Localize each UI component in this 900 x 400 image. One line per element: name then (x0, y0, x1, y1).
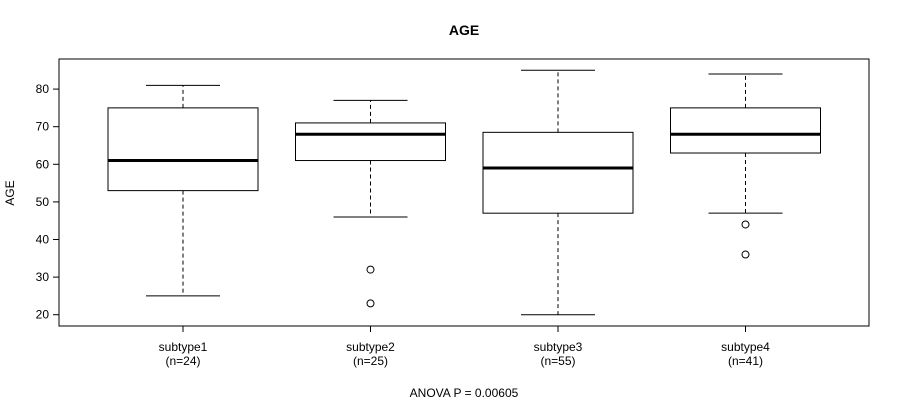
x-tick-label: subtype1 (159, 340, 208, 354)
interquartile-box (295, 122, 446, 162)
y-axis: 20 30 40 50 60 70 80 (36, 82, 59, 322)
x-tick-label: subtype4 (721, 340, 770, 354)
plot-area (58, 58, 870, 327)
sample-size-label: (n=41) (728, 354, 763, 368)
outlier-point (741, 250, 750, 259)
y-tick-label: 50 (36, 195, 50, 209)
sample-size-label: (n=24) (165, 354, 200, 368)
box-series: subtype1(n=24)subtype2(n=25)subtype3(n=5… (107, 69, 821, 368)
interquartile-box (482, 131, 634, 214)
boxplot-subtype4: subtype4(n=41) (670, 73, 821, 368)
outlier-point (741, 220, 750, 229)
y-tick-label: 20 (36, 308, 50, 322)
anova-p-value: ANOVA P = 0.00605 (410, 386, 519, 400)
sample-size-label: (n=25) (353, 354, 388, 368)
boxplot-subtype1: subtype1(n=24) (107, 84, 259, 368)
y-axis-title: AGE (3, 180, 17, 205)
x-tick-label: subtype3 (534, 340, 583, 354)
y-tick-label: 30 (36, 270, 50, 284)
boxplot-subtype2: subtype2(n=25) (295, 99, 446, 368)
y-tick-label: 70 (36, 120, 50, 134)
sample-size-label: (n=55) (540, 354, 575, 368)
chart-title: AGE (449, 22, 479, 38)
x-tick-label: subtype2 (346, 340, 395, 354)
outlier-point (366, 265, 375, 274)
outlier-point (366, 299, 375, 308)
interquartile-box (670, 107, 821, 154)
interquartile-box (107, 107, 259, 192)
y-tick-label: 80 (36, 82, 50, 96)
boxplot-subtype3: subtype3(n=55) (482, 69, 634, 368)
y-tick-label: 40 (36, 233, 50, 247)
y-tick-label: 60 (36, 157, 50, 171)
